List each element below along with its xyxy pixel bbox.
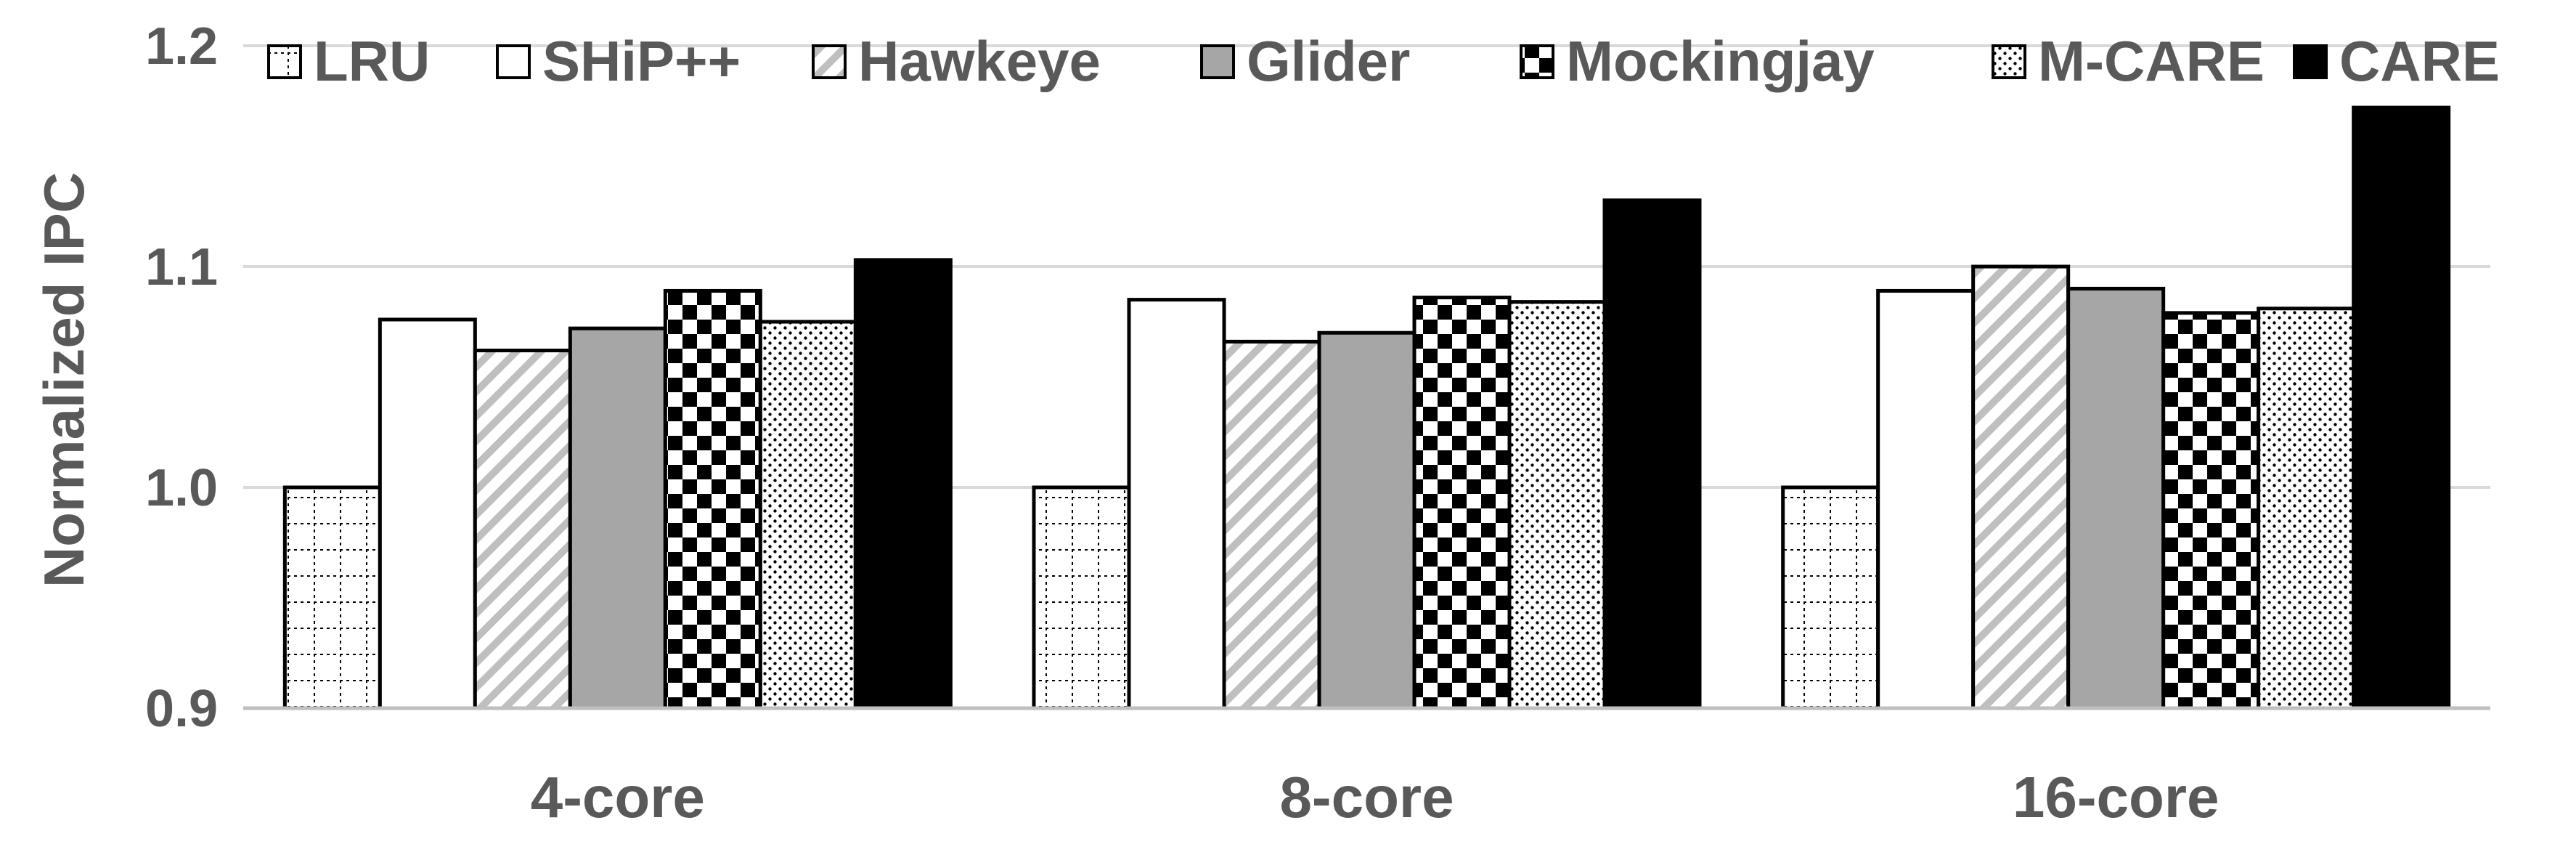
bar-care-8-core: [1602, 198, 1702, 710]
bar-mcare-16-core: [2257, 307, 2356, 710]
x-category-label: 4-core: [531, 765, 705, 829]
x-category-label: 8-core: [1279, 765, 1454, 829]
bar-hawkeye-16-core: [1971, 264, 2071, 710]
bar-care-4-core: [853, 258, 953, 710]
legend-label: Glider: [1247, 29, 1410, 93]
bar-ship-4-core: [378, 317, 477, 710]
legend-swatch-ship: [496, 44, 531, 79]
legend-label: SHiP++: [542, 29, 741, 93]
bar-glider-4-core: [568, 326, 667, 710]
bar-mockingjay-4-core: [663, 288, 762, 710]
y-axis-title: Normalized IPC: [32, 172, 96, 588]
bar-glider-16-core: [2066, 286, 2166, 710]
legend-swatch-glider: [1200, 44, 1235, 79]
y-tick-label: 1.0: [145, 459, 218, 517]
bar-lru-4-core: [282, 485, 382, 710]
bars: [282, 105, 2451, 710]
bar-glider-8-core: [1317, 330, 1417, 710]
legend-label: LRU: [314, 29, 430, 93]
y-tick-label: 1.1: [145, 238, 218, 296]
bar-ship-16-core: [1876, 288, 1976, 710]
bar-mockingjay-16-core: [2161, 311, 2261, 710]
legend-swatch-mcare: [1992, 44, 2026, 79]
legend-label: Hawkeye: [858, 29, 1101, 93]
legend-label: Mockingjay: [1566, 29, 1875, 93]
bar-care-16-core: [2352, 105, 2451, 710]
bar-mcare-4-core: [758, 320, 857, 710]
bar-lru-16-core: [1781, 485, 1880, 710]
y-axis-ticks: 0.9 1.0 1.1 1.2: [145, 17, 218, 738]
x-axis-categories: 4-core 8-core 16-core: [531, 765, 2220, 829]
y-tick-label: 0.9: [145, 680, 218, 738]
legend-swatch-lru: [267, 44, 302, 79]
bar-mockingjay-8-core: [1412, 296, 1512, 710]
legend-label: M-CARE: [2038, 29, 2265, 93]
legend-swatch-care: [2293, 44, 2328, 79]
x-category-label: 16-core: [2013, 765, 2220, 829]
legend-swatch-mockingjay: [1520, 44, 1554, 79]
bar-lru-8-core: [1032, 485, 1131, 710]
bar-mcare-8-core: [1507, 300, 1607, 710]
legend-swatch-hawkeye: [812, 44, 847, 79]
bar-ship-8-core: [1127, 298, 1226, 710]
bar-hawkeye-4-core: [473, 349, 572, 710]
y-tick-label: 1.2: [145, 17, 218, 76]
bar-hawkeye-8-core: [1222, 339, 1321, 710]
legend-label: CARE: [2339, 29, 2500, 93]
legend: LRU SHiP++ Hawkeye Glider Mockingjay M-CARE CA…: [267, 29, 2500, 93]
